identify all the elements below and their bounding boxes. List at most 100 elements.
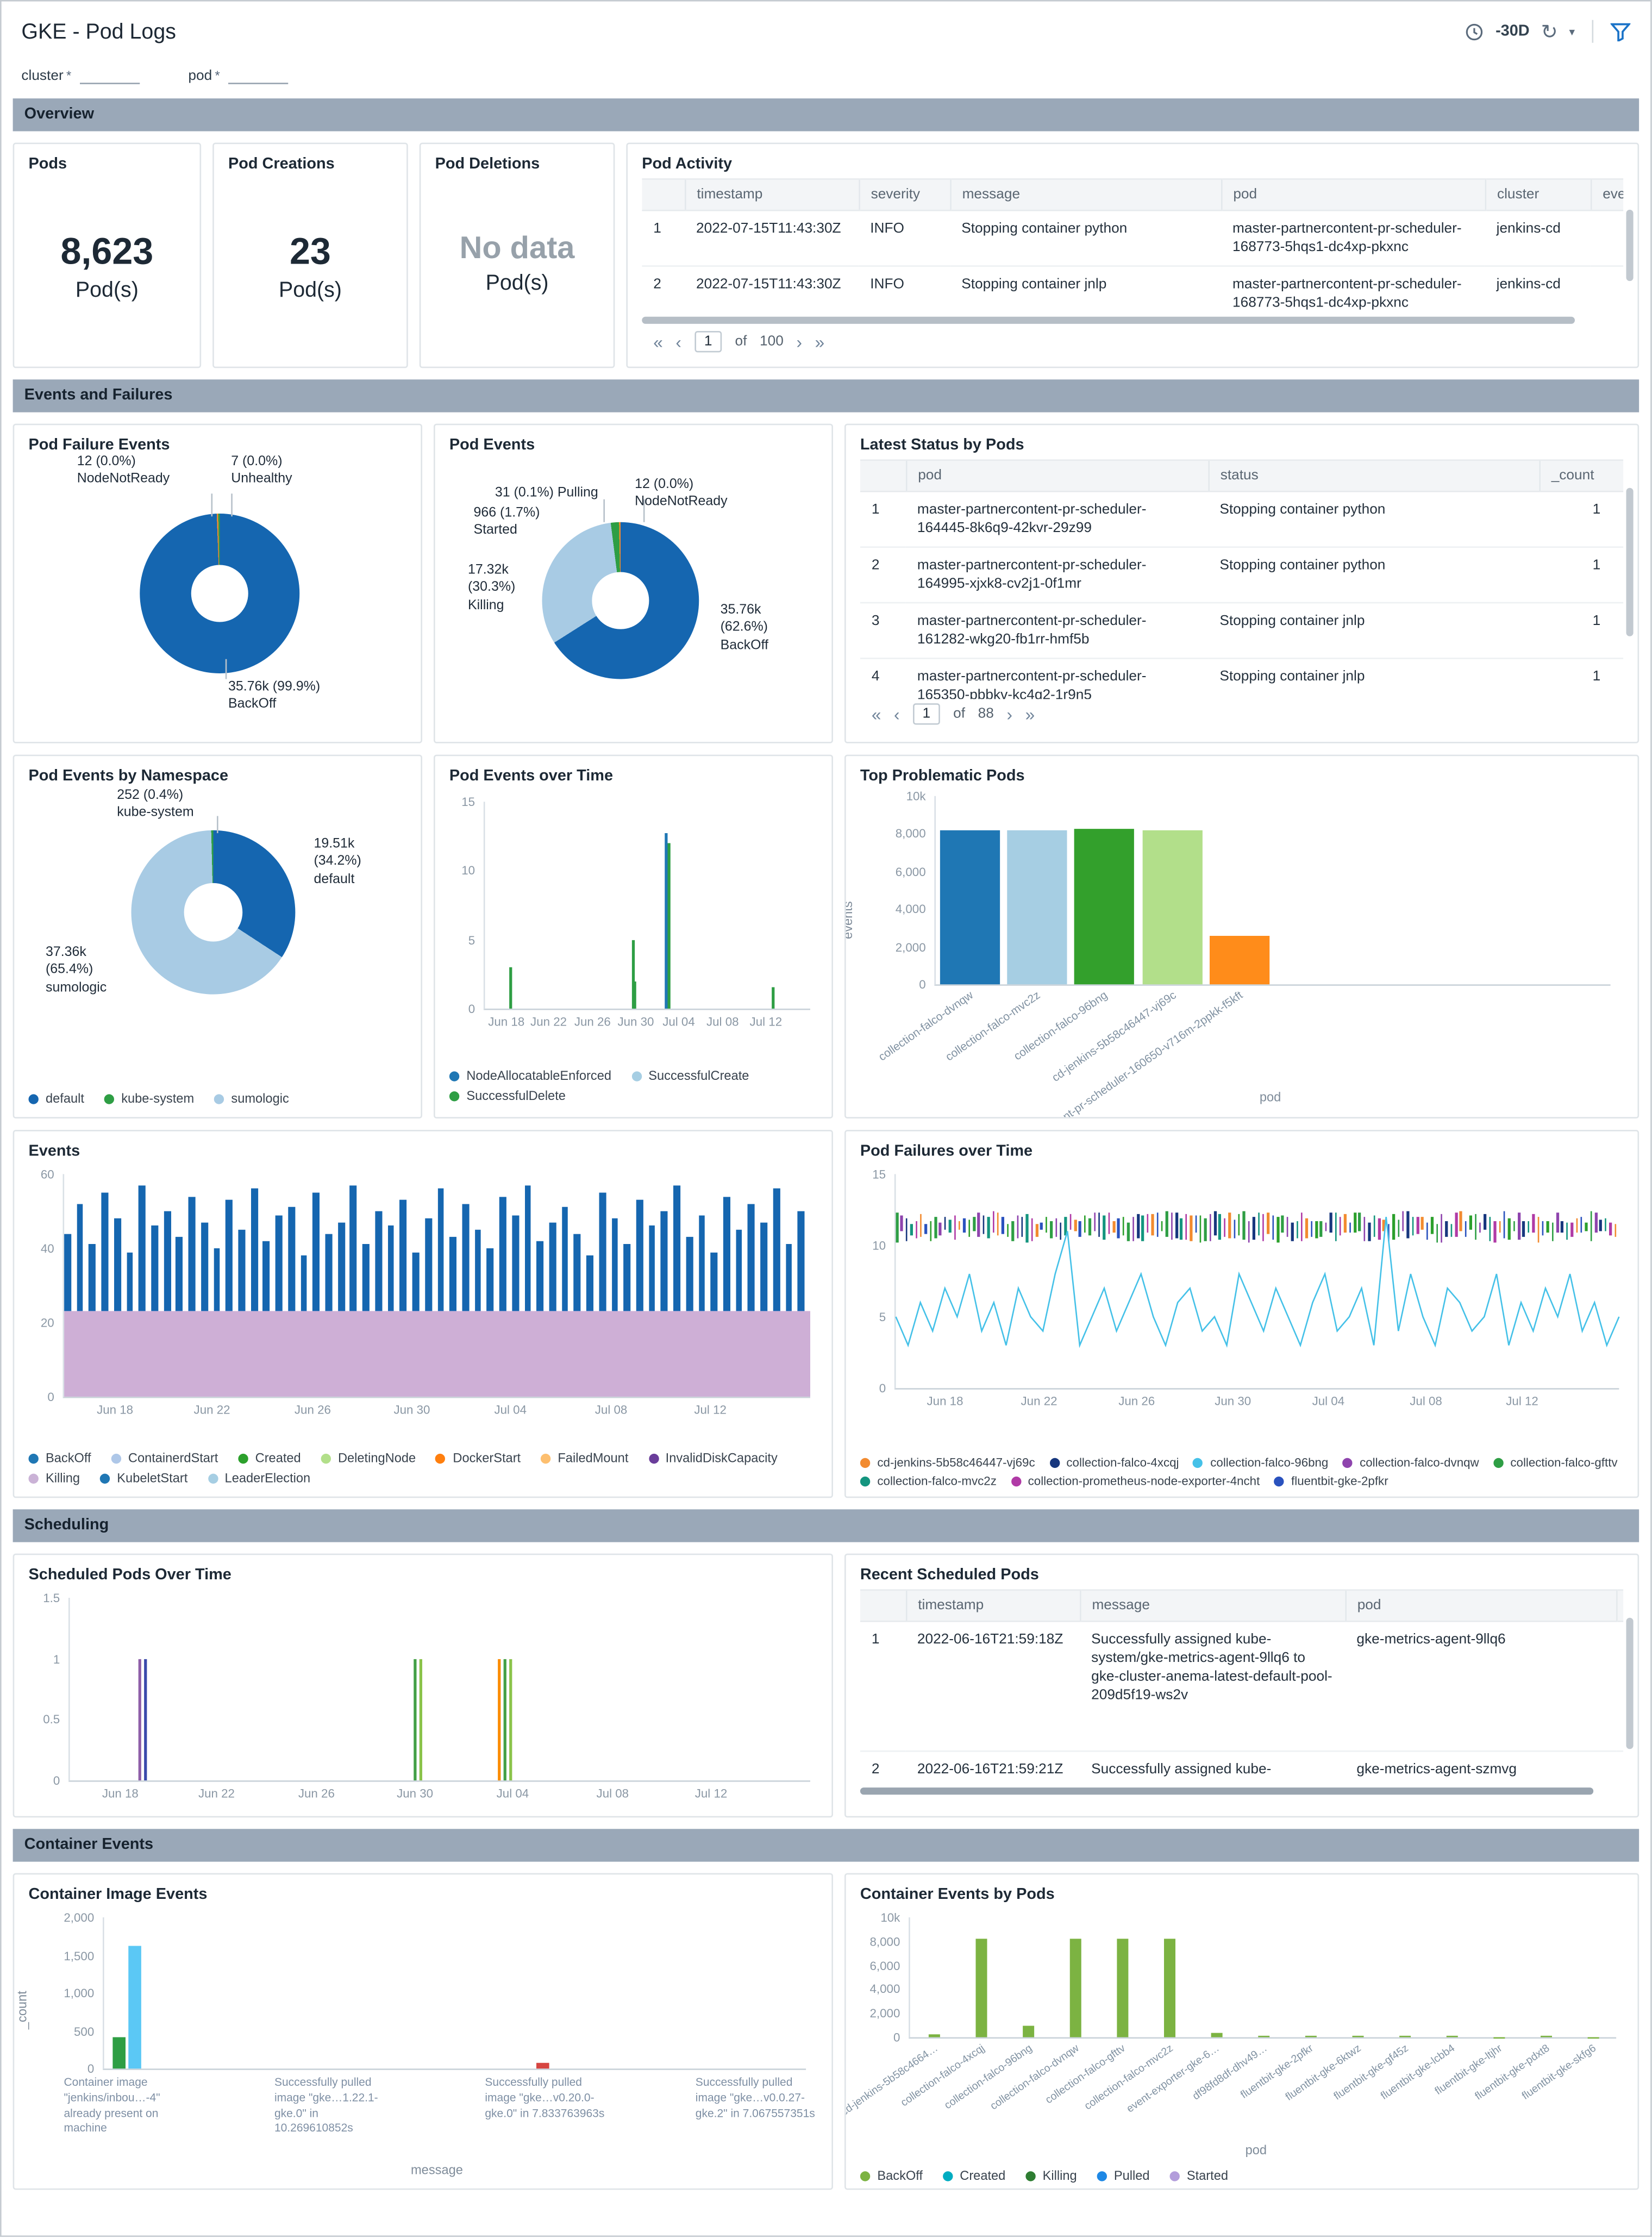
- table-row[interactable]: 1 2022-07-15T11:43:30Z INFO Stopping con…: [642, 210, 1624, 267]
- legend-item[interactable]: collection-prometheus-node-exporter-4nch…: [1011, 1474, 1260, 1488]
- table-row[interactable]: 1 master-partnercontent-pr-scheduler-164…: [860, 491, 1624, 548]
- legend-item[interactable]: Created: [238, 1451, 301, 1465]
- namespace-donut[interactable]: [131, 830, 296, 995]
- chart-element: [1022, 2026, 1034, 2037]
- legend-item[interactable]: BackOff: [860, 2168, 923, 2183]
- table-row[interactable]: 1 2022-06-16T21:59:18Z Successfully assi…: [860, 1621, 1624, 1752]
- legend-item[interactable]: sumologic: [214, 1091, 289, 1105]
- legend-item[interactable]: LeaderElection: [208, 1471, 310, 1485]
- filter-icon[interactable]: [1610, 22, 1631, 41]
- container-image-events-chart[interactable]: 2,000 1,500 1,000 500 0 Container image "jenk…: [54, 1910, 815, 2158]
- legend-item[interactable]: FailedMount: [540, 1451, 628, 1465]
- pod-filter-input[interactable]: [228, 61, 289, 84]
- legend-dot-icon: [214, 1093, 224, 1104]
- pod-events-over-time-chart[interactable]: 15 10 5 0 Jun 18 Jun 22 Jun 26 Jun 30 Jul 04 Jul …: [449, 795, 817, 1032]
- legend-item[interactable]: InvalidDiskCapacity: [648, 1451, 778, 1465]
- chart-element: [1436, 1224, 1438, 1242]
- legend-item[interactable]: Killing: [1025, 2168, 1077, 2183]
- legend-item[interactable]: cd-jenkins-5b58c46447-vj69c: [860, 1455, 1035, 1470]
- last-page-button[interactable]: »: [1025, 704, 1035, 724]
- first-page-button[interactable]: «: [871, 704, 881, 724]
- legend-item[interactable]: DockerStart: [435, 1451, 521, 1465]
- chart-element: [1498, 1221, 1501, 1234]
- pod-events-donut[interactable]: [542, 522, 699, 679]
- refresh-icon[interactable]: ↻: [1541, 20, 1558, 43]
- legend-item[interactable]: collection-falco-4xcqj: [1049, 1455, 1179, 1470]
- cluster-filter-input[interactable]: [79, 61, 140, 84]
- vertical-scrollbar[interactable]: [1626, 209, 1634, 282]
- table-row[interactable]: 3 master-partnercontent-pr-scheduler-161…: [860, 603, 1624, 659]
- time-range-value[interactable]: -30D: [1495, 23, 1530, 40]
- chart-element: [1156, 1212, 1159, 1237]
- legend-item[interactable]: collection-falco-mvc2z: [860, 1474, 997, 1488]
- slice-label: 12 (0.0%) NodeNotReady: [77, 453, 170, 487]
- legend-item[interactable]: ContainerdStart: [111, 1451, 218, 1465]
- legend-item[interactable]: Killing: [28, 1471, 80, 1485]
- events-chart[interactable]: 60 40 20 0 Jun 18 Jun 22 Jun 26 Jun 30 Jul 04 Jul…: [29, 1167, 818, 1420]
- prev-page-button[interactable]: ‹: [675, 332, 681, 352]
- legend-item[interactable]: KubeletStart: [99, 1471, 187, 1485]
- last-page-button[interactable]: »: [815, 332, 825, 352]
- prev-page-button[interactable]: ‹: [894, 704, 900, 724]
- chart-element: [1074, 829, 1135, 985]
- vertical-scrollbar[interactable]: [1626, 487, 1634, 636]
- first-page-button[interactable]: «: [653, 332, 663, 352]
- next-page-button[interactable]: ›: [796, 332, 802, 352]
- chart-element: [164, 1211, 171, 1311]
- legend-item[interactable]: kube-system: [104, 1091, 194, 1105]
- chart-element: [1513, 1221, 1516, 1231]
- legend-item[interactable]: default: [28, 1091, 84, 1105]
- legend-item[interactable]: Pulled: [1097, 2168, 1150, 2183]
- section-overview[interactable]: Overview: [12, 98, 1640, 132]
- legend-item[interactable]: collection-falco-gfttv: [1493, 1455, 1618, 1470]
- chart-element: [1248, 1220, 1250, 1242]
- horizontal-scrollbar[interactable]: [860, 1787, 1593, 1795]
- legend-dot-icon: [449, 1090, 460, 1101]
- table-row[interactable]: 2 master-partnercontent-pr-scheduler-164…: [860, 547, 1624, 604]
- plot: [103, 1917, 806, 2070]
- legend-item[interactable]: collection-falco-96bng: [1193, 1455, 1328, 1470]
- table-row[interactable]: 4 master-partnercontent-pr-scheduler-165…: [860, 658, 1624, 699]
- table-header-row: timestamp message pod node: [860, 1589, 1624, 1622]
- chart-element: [498, 1659, 501, 1780]
- legend-item[interactable]: fluentbit-gke-2pfkr: [1274, 1474, 1388, 1488]
- pagination: « ‹ 1 of 88 › »: [860, 703, 1623, 725]
- pod-failures-over-time-chart[interactable]: 15 10 5 0 Jun 18 Jun 22 Jun 26 Jun 30 Jul 04 Jul …: [860, 1167, 1626, 1411]
- chart-element: [771, 986, 774, 1009]
- container-events-by-pods-chart[interactable]: 10k 8,000 6,000 4,000 2,000 0 cd-jenkins-5b58c…: [846, 1910, 1623, 2143]
- table-row[interactable]: 2 2022-06-16T21:59:21Z Successfully assi…: [860, 1751, 1624, 1780]
- legend-item[interactable]: DeletingNode: [321, 1451, 416, 1465]
- vertical-scrollbar[interactable]: [1626, 1617, 1634, 1749]
- time-range-icon[interactable]: [1466, 22, 1484, 41]
- legend-item[interactable]: Created: [942, 2168, 1005, 2183]
- pod-failure-events-donut[interactable]: [140, 514, 300, 673]
- ytick: 10k: [880, 1910, 900, 1925]
- legend-item[interactable]: NodeAllocatableEnforced: [449, 1068, 611, 1083]
- legend-item[interactable]: SuccessfulDelete: [449, 1089, 566, 1103]
- section-scheduling[interactable]: Scheduling: [12, 1509, 1640, 1542]
- ytick: 4,000: [895, 902, 926, 916]
- chart-element: [1209, 935, 1269, 985]
- scheduled-pods-chart[interactable]: 1.5 1 0.5 0 Jun 18 Jun 22 Jun 26 Jun 30 Jul 04 Ju…: [29, 1591, 818, 1804]
- xtick: Jul 12: [694, 1786, 728, 1801]
- chart-element: [1035, 1223, 1038, 1237]
- page-number[interactable]: 1: [694, 331, 722, 353]
- chart-element: [128, 1946, 142, 2069]
- table-row[interactable]: 2 2022-07-15T11:43:30Z INFO Stopping con…: [642, 266, 1624, 310]
- section-events-and-failures[interactable]: Events and Failures: [12, 379, 1640, 412]
- legend-item[interactable]: Started: [1169, 2168, 1228, 2183]
- chevron-down-icon[interactable]: ▾: [1569, 24, 1575, 38]
- page-number[interactable]: 1: [912, 703, 941, 725]
- top-problematic-pods-chart[interactable]: 10k 8,000 6,000 4,000 2,000 0 collection-falco…: [876, 789, 1618, 1117]
- legend-item[interactable]: SuccessfulCreate: [631, 1068, 749, 1083]
- section-container-events[interactable]: Container Events: [12, 1829, 1640, 1862]
- horizontal-scrollbar[interactable]: [642, 316, 1574, 324]
- next-page-button[interactable]: ›: [1006, 704, 1013, 724]
- legend-item[interactable]: collection-falco-dvnqw: [1342, 1455, 1479, 1470]
- ytick: 500: [74, 2023, 95, 2038]
- xtick: Jul 12: [749, 1014, 783, 1029]
- chart-element: [1238, 1213, 1241, 1236]
- legend-dot-icon: [104, 1093, 115, 1104]
- table-header-row: pod status _count: [860, 459, 1624, 492]
- legend-item[interactable]: BackOff: [28, 1451, 91, 1465]
